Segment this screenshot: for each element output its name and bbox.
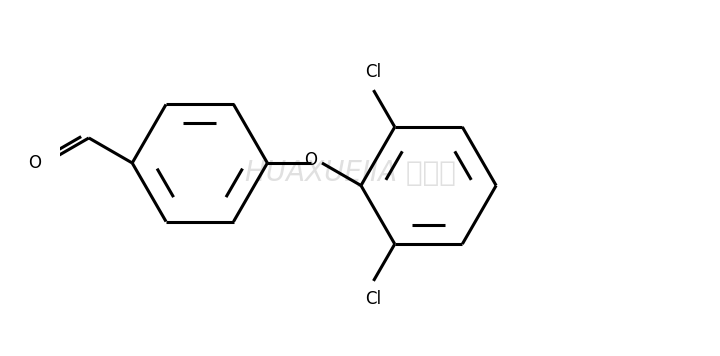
Text: O: O <box>28 154 41 172</box>
Text: O: O <box>305 151 318 169</box>
Text: Cl: Cl <box>366 63 382 81</box>
Text: Cl: Cl <box>366 290 382 308</box>
Text: HUAXUEJIA 化学加: HUAXUEJIA 化学加 <box>245 159 456 187</box>
